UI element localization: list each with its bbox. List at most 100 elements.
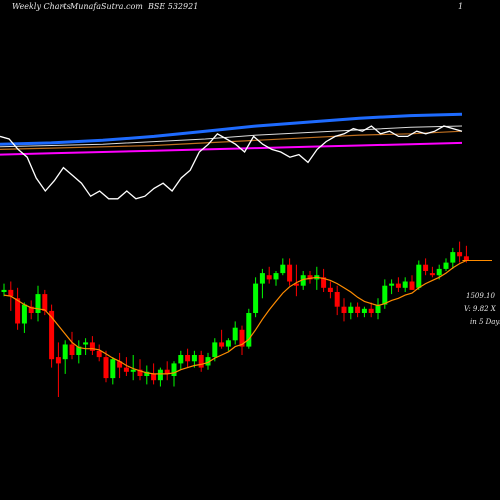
candle [457, 241, 463, 263]
candle-body [266, 275, 272, 280]
candle [205, 352, 211, 370]
candle [28, 300, 34, 320]
candle [35, 285, 41, 322]
candle [375, 298, 381, 320]
candle-body [178, 355, 184, 364]
candle [314, 266, 320, 290]
candle-body [35, 294, 41, 313]
candle-body [321, 277, 327, 288]
candle-body [225, 340, 231, 347]
candle-body [76, 346, 82, 355]
candle [89, 336, 95, 355]
candle-body [191, 355, 197, 362]
price-panel [1, 241, 492, 397]
candle [253, 277, 259, 318]
candle-body [280, 264, 286, 274]
candle-body [157, 369, 163, 381]
candle [355, 302, 361, 318]
indicator-ma-orange-line [0, 130, 463, 150]
candle [42, 289, 48, 316]
candle-body [205, 357, 211, 366]
candle [334, 285, 340, 316]
candle [191, 350, 197, 368]
candle-body [42, 294, 48, 311]
candle [1, 283, 7, 297]
candle [307, 271, 313, 284]
indicator-ma-blue-line [0, 112, 463, 146]
candle [327, 281, 333, 299]
candle [287, 258, 293, 286]
candle-body [49, 310, 55, 360]
chart-header-right: 1 [458, 2, 463, 11]
candle-body [246, 313, 252, 347]
candle [361, 306, 367, 318]
candle-body [83, 342, 89, 345]
candle [348, 302, 354, 320]
candle [137, 359, 143, 381]
candle [450, 247, 456, 269]
candle [49, 304, 55, 368]
candle [402, 277, 408, 292]
candle [368, 302, 374, 318]
candle [21, 302, 27, 333]
candle [341, 298, 347, 322]
candle [69, 331, 75, 360]
candle-body [185, 355, 191, 362]
candle [416, 260, 422, 290]
candle-body [212, 342, 218, 358]
candle [219, 329, 225, 349]
candle-body [429, 273, 435, 276]
indicator-ma-white-line [0, 125, 463, 148]
candle [198, 350, 204, 372]
candle-body [219, 342, 225, 347]
candle-body [334, 292, 340, 307]
candle [123, 357, 129, 376]
candle [443, 258, 449, 271]
candle [280, 258, 286, 276]
chart-header-dash: - [62, 2, 65, 11]
candle-body [171, 363, 177, 376]
candle-body [130, 369, 136, 372]
candle-body [368, 308, 374, 313]
candle [239, 325, 245, 355]
candle [144, 365, 150, 385]
candle-body [457, 252, 463, 257]
candle-body [259, 273, 265, 284]
candle-body [253, 283, 259, 313]
candle-body [361, 308, 367, 313]
candle [171, 361, 177, 387]
candle [164, 361, 170, 381]
candle [110, 357, 116, 385]
last-price-label: 1509.10 [466, 292, 495, 300]
candle-body [198, 355, 204, 368]
candle-body [450, 252, 456, 263]
candle-body [463, 256, 469, 261]
candle-body [293, 283, 299, 286]
candle-body [232, 327, 238, 341]
candle [157, 367, 163, 387]
candle [300, 271, 306, 290]
candle-body [144, 371, 150, 376]
candle [96, 344, 102, 362]
candle [232, 321, 238, 345]
candle [76, 340, 82, 364]
chart-header-center: MunafaSutra.com [69, 2, 143, 11]
candle-body [1, 289, 7, 292]
candle-body [117, 361, 123, 368]
candle-body [389, 283, 395, 286]
candle-body [402, 281, 408, 288]
candle-body [273, 273, 279, 280]
candle [103, 350, 109, 383]
candle-body [55, 357, 61, 364]
candle-body [409, 281, 415, 290]
candle-body [375, 304, 381, 313]
indicator-main-line [0, 125, 463, 200]
candle-body [327, 287, 333, 292]
candle [395, 277, 401, 292]
candle-body [15, 298, 21, 324]
candle [463, 245, 469, 263]
candle-body [416, 264, 422, 288]
candle-body [443, 262, 449, 269]
candle-body [62, 344, 68, 360]
